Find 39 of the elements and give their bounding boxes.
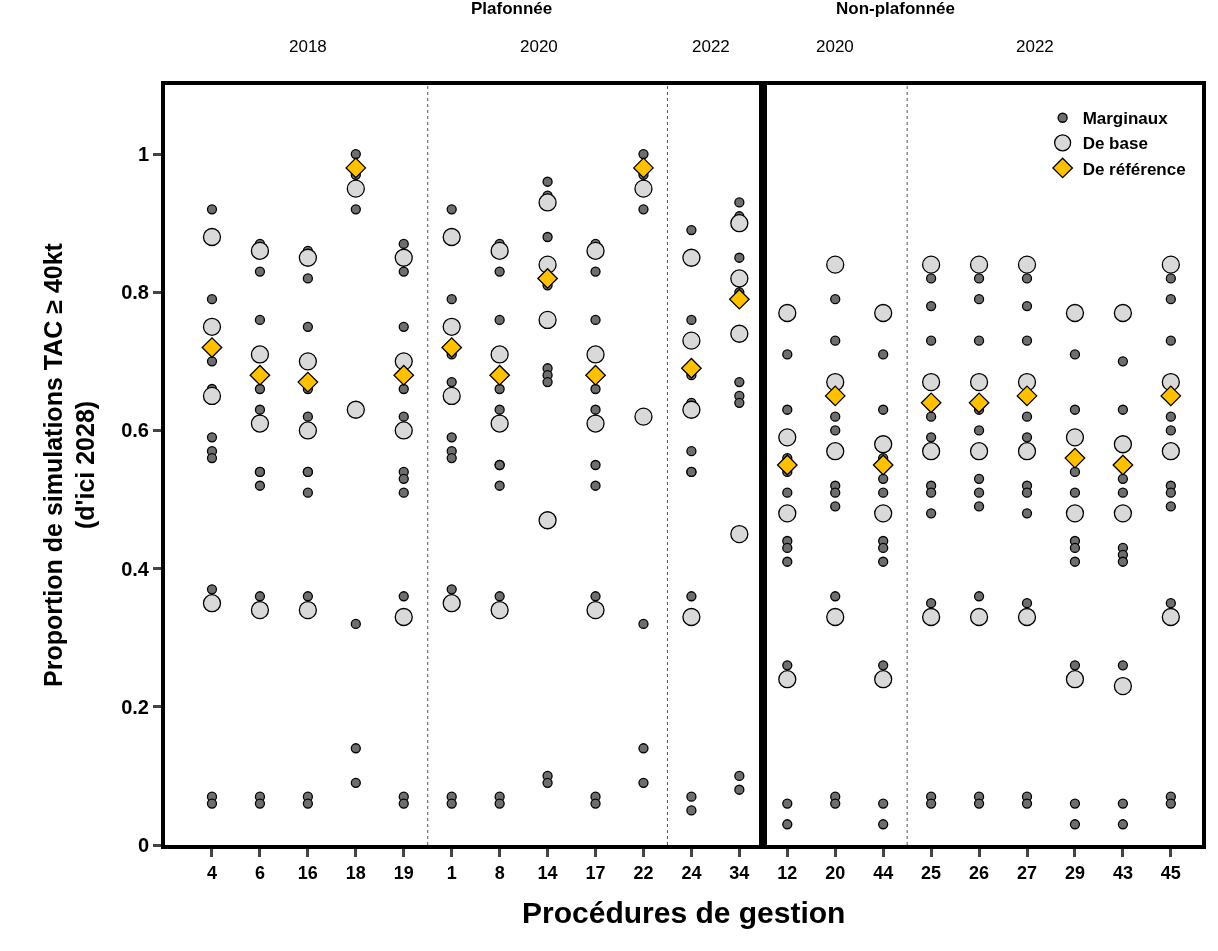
x-tick-label: 4	[206, 862, 217, 883]
text: 2020	[816, 37, 854, 56]
text: 2022	[1016, 37, 1054, 56]
x-tick-label: 12	[777, 862, 798, 883]
y-tick-label: 0.8	[121, 281, 149, 304]
y-axis-title: Proportion de simulations TAC ≥ 40kt (d'ici 2028)	[38, 242, 100, 687]
text: 2018	[289, 37, 327, 56]
x-tick-label: 19	[393, 862, 414, 883]
x-tick-label: 22	[633, 862, 654, 883]
x-tick-label: 26	[969, 862, 990, 883]
x-tick-label: 16	[297, 862, 318, 883]
x-tick-label: 24	[681, 862, 702, 883]
x-tick-label: 8	[494, 862, 505, 883]
x-tick-label: 18	[345, 862, 366, 883]
x-tick-label: 45	[1160, 862, 1181, 883]
x-axis-title: Procédures de gestion	[522, 896, 846, 929]
x-tick-label: 25	[921, 862, 942, 883]
text: 2022	[692, 37, 730, 56]
text: Plafonnée	[471, 0, 553, 18]
x-tick-label: 20	[825, 862, 846, 883]
x-tick-label: 6	[254, 862, 265, 883]
x-tick-label: 34	[729, 862, 750, 883]
legend-label: De base	[1082, 134, 1148, 154]
x-tick-label: 14	[537, 862, 558, 883]
legend-label: Marginaux	[1082, 109, 1169, 129]
y-tick-label: 0	[137, 834, 149, 856]
x-tick-label: 29	[1064, 862, 1085, 883]
y-tick-label: 0.4	[121, 557, 150, 580]
x-tick-label: 43	[1112, 862, 1133, 883]
text: Non-plafonnée	[836, 0, 955, 18]
x-tick-label: 17	[585, 862, 606, 883]
y-tick-label: 0.6	[121, 419, 149, 442]
text: 2020	[520, 37, 558, 56]
x-tick-label: 44	[873, 862, 894, 883]
y-tick-label: 0.2	[121, 695, 149, 718]
y-tick-label: 1	[137, 143, 149, 166]
legend-label: De référence	[1082, 159, 1186, 179]
x-tick-label: 27	[1016, 862, 1038, 883]
x-tick-label: 1	[446, 862, 457, 883]
